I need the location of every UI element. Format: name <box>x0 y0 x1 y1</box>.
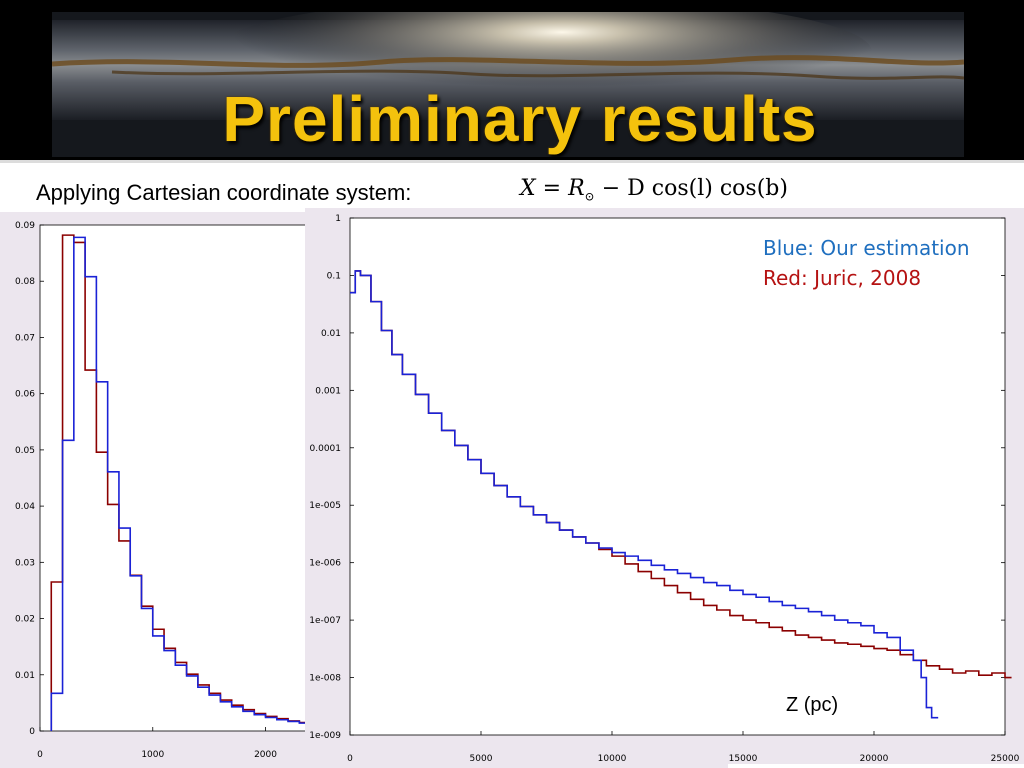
x-tick-label: 20000 <box>860 754 889 764</box>
formula-r: R <box>568 176 585 201</box>
x-tick-label: 0 <box>347 754 353 764</box>
y-tick-label: 0.06 <box>15 390 35 400</box>
series-line <box>50 236 305 731</box>
y-tick-label: 1e-008 <box>309 674 341 684</box>
formula-equals: = <box>535 176 569 201</box>
bottom-strip <box>728 764 1024 768</box>
slide-subtitle: Applying Cartesian coordinate system: <box>36 180 412 205</box>
y-tick-label: 1 <box>335 214 341 224</box>
y-tick-label: 0.02 <box>15 615 35 625</box>
slide-title: Preliminary results <box>222 83 818 155</box>
x-tick-label: 2000 <box>254 750 277 760</box>
slide-header-banner: Preliminary results <box>0 0 1024 160</box>
y-tick-label: 0.04 <box>15 502 35 512</box>
y-tick-label: 0 <box>29 727 35 737</box>
y-tick-label: 1e-009 <box>309 731 341 741</box>
x-tick-label: 5000 <box>470 754 493 764</box>
plot-background <box>350 218 1005 735</box>
formula-rest: − D cos(l) cos(b) <box>594 176 788 201</box>
y-tick-label: 0.1 <box>327 271 341 281</box>
plot-frame <box>39 224 305 732</box>
y-tick-label: 0.001 <box>315 386 341 396</box>
y-tick-label: 0.03 <box>15 558 35 568</box>
coordinate-formula: X = R⊙ − D cos(l) cos(b) <box>516 172 803 206</box>
header-divider <box>0 160 1024 163</box>
x-tick-label: 0 <box>37 750 43 760</box>
x-tick-label: 15000 <box>729 754 758 764</box>
y-tick-label: 1e-007 <box>309 616 341 626</box>
x-tick-label: 25000 <box>991 754 1020 764</box>
y-tick-label: 0.05 <box>15 446 35 456</box>
log-plot-area: 1 0.1 0.01 0.001 0.0001 1e-005 1e-006 1e-007 1e-… <box>309 214 1019 764</box>
linear-plot-area: 0 0.01 0.02 0.03 0.04 0.05 0.06 0.07 0.08 0.09 0 10… <box>15 221 305 760</box>
y-tick-label: 1e-005 <box>309 501 341 511</box>
y-tick-label: 0.01 <box>15 671 35 681</box>
x-tick-label: 1000 <box>141 750 164 760</box>
x-tick-label: 10000 <box>598 754 627 764</box>
legend-entry-blue: Blue: Our estimation <box>763 236 970 260</box>
y-tick-label: 0.09 <box>15 221 35 231</box>
y-tick-label: 0.08 <box>15 277 35 287</box>
series-line <box>350 270 939 719</box>
log-histogram-chart: 1 0.1 0.01 0.001 0.0001 1e-005 1e-006 1e-007 1e-… <box>305 208 1024 768</box>
legend-entry-red: Red: Juric, 2008 <box>763 266 922 290</box>
milky-way-image <box>52 12 964 157</box>
formula-r-sub: ⊙ <box>584 189 595 204</box>
formula-lhs: X <box>520 176 536 201</box>
y-tick-label: 0.01 <box>321 329 341 339</box>
x-axis-label: Z (pc) <box>786 694 839 716</box>
y-tick-label: 0.07 <box>15 333 35 343</box>
legend: Blue: Our estimation Red: Juric, 2008 <box>753 230 1000 300</box>
plot-background <box>40 225 305 731</box>
plot-frame <box>349 217 1006 736</box>
y-tick-label: 0.0001 <box>310 444 342 454</box>
y-tick-label: 1e-006 <box>309 559 341 569</box>
linear-histogram-chart: 0 0.01 0.02 0.03 0.04 0.05 0.06 0.07 0.08 0.09 0 10… <box>0 212 305 768</box>
